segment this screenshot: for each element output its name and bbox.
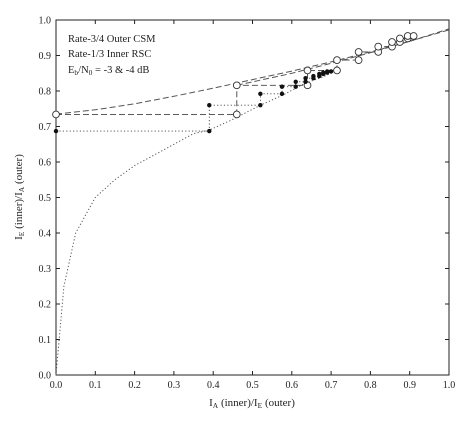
curve-dashed-1 xyxy=(236,28,450,86)
x-tick-label: 0.2 xyxy=(128,380,141,391)
trajectory-point-open xyxy=(303,66,312,75)
trajectory-point-filled xyxy=(303,76,308,81)
x-tick-label: 0.9 xyxy=(403,380,416,391)
y-tick-label: 0.5 xyxy=(39,193,52,204)
trajectory-point-open xyxy=(409,32,418,40)
trajectory-dashed-0 xyxy=(56,35,414,115)
y-tick-label: 0.3 xyxy=(39,264,52,275)
x-tick-label: 0.6 xyxy=(286,380,299,391)
x-tick-label: 0.8 xyxy=(364,380,377,391)
x-tick-label: 0.1 xyxy=(89,380,102,391)
y-tick-label: 0.4 xyxy=(39,229,52,240)
y-tick-label: 1.0 xyxy=(39,16,52,27)
legend-line-1: Rate-3/4 Outer CSM xyxy=(68,34,156,45)
trajectory-point-open xyxy=(354,56,363,64)
trajectory-point-filled xyxy=(317,71,322,77)
x-tick-label: 1.0 xyxy=(443,380,456,391)
trajectory-point-filled xyxy=(53,128,59,134)
legend-line-3: Eb/N0 = -3 & -4 dB xyxy=(68,65,149,77)
trajectory-dotted-1 xyxy=(56,71,332,132)
curves-layer xyxy=(55,28,450,376)
trajectory-point-filled xyxy=(279,84,285,89)
trajectory-point-open xyxy=(333,66,341,75)
axis-ticks: 0.0 0.1 0.2 0.3 0.4 0.5 0.6 0.7 0.8 0.9 1.0 0.0 0.1 0… xyxy=(39,16,456,392)
y-tick-label: 0.8 xyxy=(39,87,52,98)
trajectory-point-open xyxy=(396,34,404,43)
trajectory-point-open xyxy=(354,48,363,56)
trajectory-point-filled xyxy=(207,128,212,134)
trajectory-point-filled xyxy=(321,70,326,75)
curve-dashed-0 xyxy=(55,29,450,115)
trajectory-point-open xyxy=(333,56,341,64)
curve-dotted-2 xyxy=(55,69,340,376)
trajectory-point-open xyxy=(374,42,383,51)
trajectory-point-filled xyxy=(324,69,330,74)
trajectory-point-filled xyxy=(293,79,298,84)
trajectory-point-filled xyxy=(207,103,212,108)
y-tick-label: 0.7 xyxy=(39,122,52,133)
y-tick-label: 0.2 xyxy=(39,300,52,311)
trajectory-point-open xyxy=(232,110,241,119)
trajectory-point-filled xyxy=(258,91,263,97)
y-tick-label: 0.0 xyxy=(39,371,52,382)
x-tick-label: 0.7 xyxy=(325,380,338,391)
trajectory-point-filled xyxy=(311,73,316,79)
trajectory-point-filled xyxy=(258,103,263,108)
trajectory-layer xyxy=(52,32,418,134)
trajectory-point-filled xyxy=(328,69,334,74)
y-tick-label: 0.6 xyxy=(39,158,52,169)
y-axis-label: IE (inner)/IA (outer) xyxy=(13,154,26,240)
x-axis-label: IA (inner)/IE (outer) xyxy=(209,397,295,410)
legend-line-2: Rate-1/3 Inner RSC xyxy=(68,49,151,60)
trajectory-point-open xyxy=(232,81,241,90)
y-tick-label: 0.1 xyxy=(39,335,52,346)
trajectory-point-filled xyxy=(293,84,298,89)
trajectory-point-filled xyxy=(279,91,285,97)
y-tick-label: 0.9 xyxy=(39,51,52,62)
x-tick-label: 0.0 xyxy=(50,380,63,391)
trajectory-point-open xyxy=(388,38,396,46)
trajectory-point-filled xyxy=(303,79,308,84)
x-tick-label: 0.4 xyxy=(207,380,220,391)
trajectory-point-open xyxy=(52,110,60,119)
x-tick-label: 0.5 xyxy=(246,380,259,391)
x-tick-label: 0.3 xyxy=(168,380,181,391)
